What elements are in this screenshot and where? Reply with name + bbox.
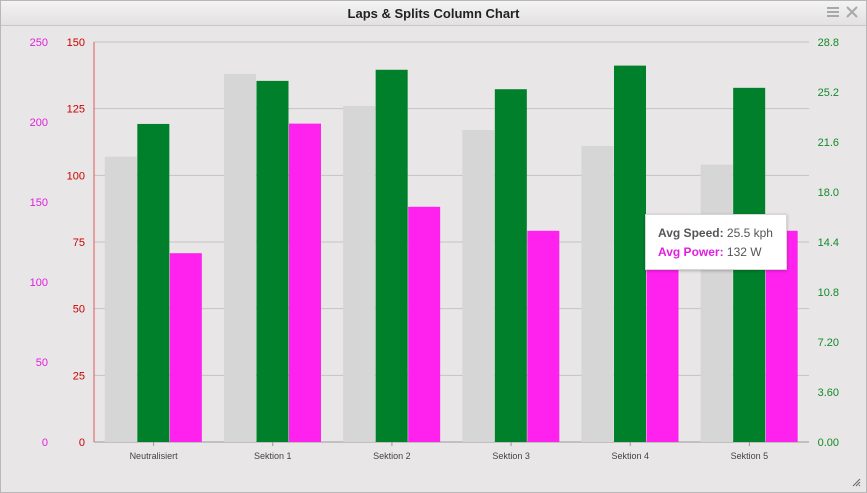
y-tick-label-magenta: 150	[30, 197, 48, 209]
tooltip-power-label: Avg Power:	[658, 245, 724, 259]
tooltip-speed-row: Avg Speed: 25.5 kph	[658, 226, 773, 240]
bar-magenta	[289, 123, 321, 442]
bar-magenta	[527, 230, 560, 442]
window-title: Laps & Splits Column Chart	[347, 6, 520, 21]
tooltip: Avg Speed: 25.5 kph Avg Power: 132 W	[645, 214, 787, 270]
x-tick-label: Sektion 1	[254, 451, 292, 461]
x-tick-label: Neutralisiert	[130, 451, 179, 461]
tooltip-power-row: Avg Power: 132 W	[658, 245, 762, 259]
y-tick-label-green: 25.2	[818, 87, 839, 99]
y-tick-label-red: 0	[79, 437, 85, 449]
bar-grey	[581, 146, 614, 442]
y-tick-label-red: 100	[67, 170, 85, 182]
x-tick-label: Sektion 2	[373, 451, 411, 461]
column-chart: 150125100755025025020015010050028.825.22…	[30, 37, 839, 461]
y-tick-label-red: 75	[73, 237, 85, 249]
y-tick-label-green: 28.8	[818, 37, 839, 49]
y-tick-label-magenta: 250	[30, 37, 48, 49]
bar-magenta	[408, 206, 441, 442]
bar-grey	[462, 130, 495, 442]
y-tick-label-magenta: 50	[36, 357, 48, 369]
x-tick-label: Sektion 4	[611, 451, 649, 461]
x-tick-label: Sektion 5	[731, 451, 769, 461]
hamburger-menu-icon[interactable]	[826, 5, 840, 19]
bar-green	[375, 69, 408, 443]
bar-grey	[700, 164, 733, 442]
bar-green	[256, 80, 289, 442]
bar-grey	[224, 74, 256, 442]
y-tick-label-red: 150	[67, 37, 85, 49]
resize-grip-icon[interactable]	[851, 477, 861, 487]
y-tick-label-red: 125	[67, 104, 85, 116]
y-tick-label-green: 3.60	[818, 387, 839, 399]
y-tick-label-green: 7.20	[818, 337, 839, 349]
y-tick-label-magenta: 0	[42, 437, 48, 449]
bar-magenta	[169, 253, 202, 442]
y-tick-label-magenta: 100	[30, 277, 48, 289]
y-tick-label-magenta: 200	[30, 117, 48, 129]
close-icon[interactable]	[844, 4, 860, 20]
tooltip-speed-value: 25.5 kph	[726, 226, 773, 240]
bar-green	[494, 89, 527, 442]
bar-grey	[343, 106, 376, 442]
title-bar: Laps & Splits Column Chart	[1, 1, 866, 26]
bar-grey	[104, 156, 137, 442]
x-tick-label: Sektion 3	[492, 451, 530, 461]
y-tick-label-green: 0.00	[818, 437, 839, 449]
bar-green	[614, 65, 646, 442]
bar-green	[137, 123, 170, 442]
y-tick-label-green: 21.6	[818, 137, 839, 149]
tooltip-power-value: 132 W	[726, 245, 762, 259]
y-tick-label-red: 25	[73, 370, 85, 382]
y-tick-label-red: 50	[73, 304, 85, 316]
y-tick-label-green: 18.0	[818, 187, 839, 199]
tooltip-speed-label: Avg Speed:	[658, 226, 724, 240]
y-tick-label-green: 10.8	[818, 287, 839, 299]
y-tick-label-green: 14.4	[818, 237, 839, 249]
